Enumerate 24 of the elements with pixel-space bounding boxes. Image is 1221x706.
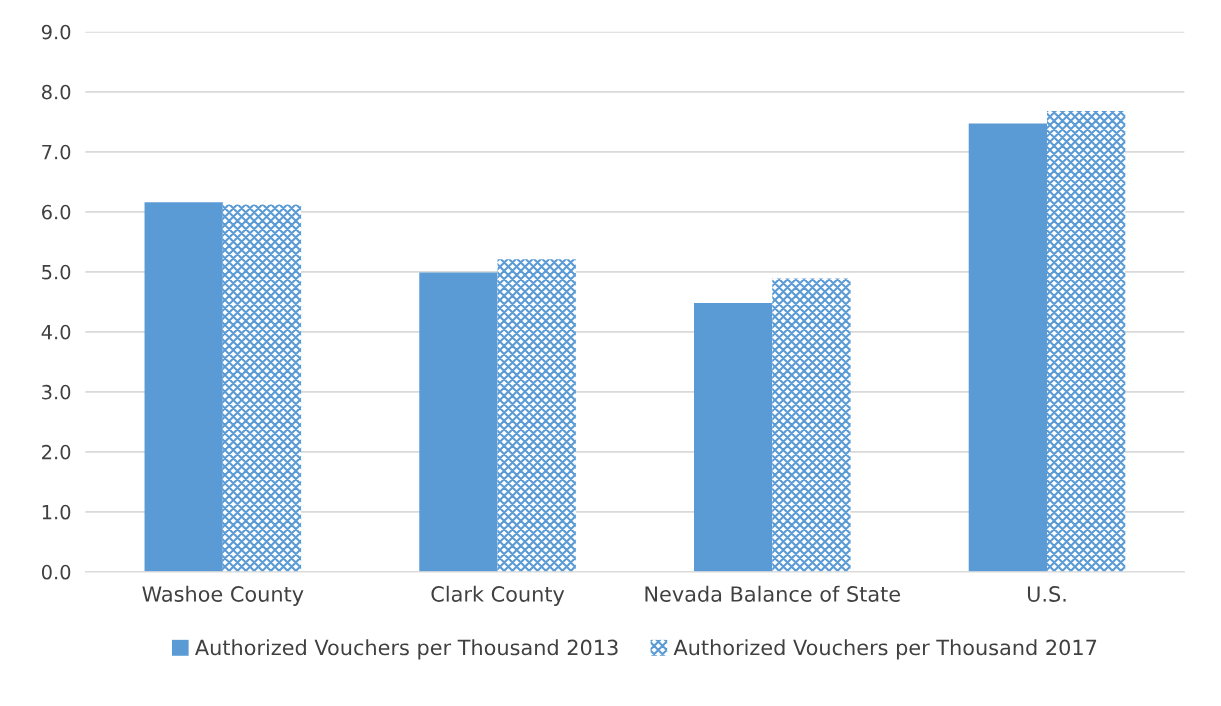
x-tick-label: Clark County bbox=[431, 585, 565, 606]
x-tick-label: U.S. bbox=[1027, 586, 1066, 602]
y-tick-label: 2.0 bbox=[42, 444, 71, 460]
bar bbox=[693, 303, 773, 572]
y-tick-label: 1.0 bbox=[42, 504, 71, 520]
x-tick-label: Washoe County bbox=[142, 585, 304, 606]
bar bbox=[1047, 110, 1126, 572]
y-tick-label: 0.0 bbox=[41, 564, 71, 580]
bar bbox=[772, 278, 851, 572]
x-tick-label: Nevada Balance of State bbox=[645, 585, 900, 602]
y-tick-label: 6.0 bbox=[42, 204, 71, 220]
bar bbox=[144, 202, 223, 572]
y-tick-label: 7.0 bbox=[42, 144, 71, 160]
y-tick-label: 5.0 bbox=[42, 264, 71, 280]
bar bbox=[497, 259, 576, 572]
y-tick-label: 4.0 bbox=[41, 324, 71, 340]
legend-label: Authorized Vouchers per Thousand 2017 bbox=[673, 639, 1097, 660]
y-tick-label: 8.0 bbox=[41, 84, 71, 100]
bar bbox=[222, 204, 302, 572]
y-tick-label: 9.0 bbox=[41, 24, 71, 40]
bar bbox=[419, 272, 498, 572]
y-tick-label: 3.0 bbox=[42, 384, 71, 400]
legend-label: Authorized Vouchers per Thousand 2013 bbox=[195, 639, 618, 660]
bar bbox=[968, 123, 1048, 572]
